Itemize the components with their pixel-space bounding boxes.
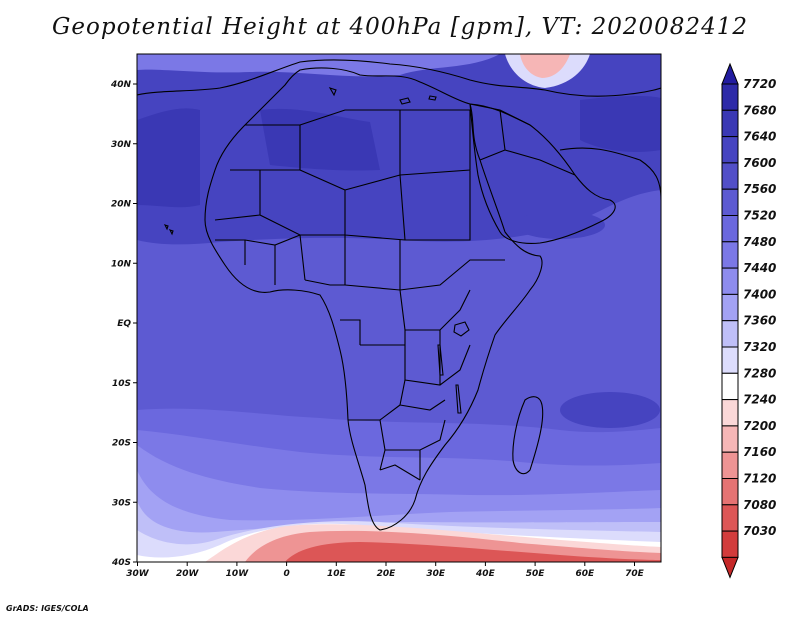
height-field-band-10 <box>285 542 661 562</box>
x-tick-label: 10E <box>327 569 347 579</box>
colorbar-label: 7160 <box>743 445 776 459</box>
lake-tanganyika <box>437 344 444 376</box>
plot-frame <box>136 53 662 563</box>
colorbar-segment <box>721 504 739 532</box>
borders-north-africa <box>230 109 471 241</box>
colorbar-segment <box>721 530 739 558</box>
colorbar-segment <box>721 346 739 374</box>
x-tick-label: 0 <box>283 569 289 579</box>
cape-verde-islands <box>163 224 174 236</box>
borders-southern-africa <box>348 379 446 481</box>
colorbar-label: 7400 <box>743 287 776 301</box>
colorbar-label: 7080 <box>743 498 776 512</box>
lake-malawi <box>455 384 462 414</box>
height-field-north-low <box>137 54 500 77</box>
colorbar-segment <box>721 188 739 216</box>
plot-area <box>137 54 661 562</box>
colorbar-segment <box>721 372 739 401</box>
colorbar-segment <box>721 451 739 480</box>
colorbar-segment <box>721 136 739 164</box>
height-field-indian-ocean-high <box>560 392 660 428</box>
europe-coastline <box>137 59 661 97</box>
y-tick-label: 10N <box>111 259 132 269</box>
colorbar-label: 7120 <box>743 472 776 486</box>
mediterranean-islands <box>328 87 437 105</box>
colorbar-label: 7440 <box>743 261 776 275</box>
y-tick-label: 10S <box>112 379 131 389</box>
colorbar-bottom-arrow <box>721 556 739 579</box>
borders-middle-east <box>469 103 576 176</box>
colorbar-segment <box>721 162 739 190</box>
colorbar-segment <box>721 293 739 322</box>
colorbar-segment <box>721 425 739 453</box>
height-field-arabian-high <box>515 211 605 239</box>
height-field-north-high <box>137 95 661 208</box>
x-tick-label: 20W <box>176 569 200 579</box>
colorbar-segment <box>721 109 739 138</box>
height-field-caspian-low-core <box>520 54 570 78</box>
y-tick-label: EQ <box>117 319 131 329</box>
colorbar-label: 7280 <box>743 366 776 380</box>
x-tick-label: 10W <box>226 569 250 579</box>
colorbar-label: 7680 <box>743 103 776 117</box>
arabia-coastline <box>469 103 616 244</box>
colorbar-segment <box>721 83 739 111</box>
colorbar: 7720 7680 7640 7600 7560 7520 7480 7440 7400 7360… <box>721 62 776 579</box>
coastlines <box>137 59 661 531</box>
borders-central-africa <box>340 240 505 386</box>
colorbar-label: 7240 <box>743 393 776 407</box>
x-axis: 30W 20W 10W 0 10E 20E 30E 40E 50E 60E 70E <box>126 562 645 579</box>
colorbar-label: 7640 <box>743 130 776 144</box>
y-tick-label: 40N <box>110 80 132 90</box>
y-tick-label: 30N <box>111 140 132 150</box>
colorbar-label: 7720 <box>743 77 776 91</box>
colorbar-top-arrow <box>721 62 739 85</box>
lake-victoria <box>453 321 470 337</box>
colorbar-label: 7520 <box>743 209 776 223</box>
y-tick-label: 40S <box>111 558 131 568</box>
colorbar-segment <box>721 399 739 427</box>
persia-coastline <box>559 147 661 201</box>
x-tick-label: 30W <box>126 569 150 579</box>
x-tick-label: 20E <box>377 569 397 579</box>
x-tick-label: 40E <box>475 569 496 579</box>
colorbar-label: 7560 <box>743 182 776 196</box>
x-tick-label: 50E <box>526 569 546 579</box>
map-title: Geopotential Height at 400hPa [gpm], VT:… <box>52 14 748 40</box>
y-tick-label: 20S <box>112 439 131 449</box>
colorbar-label: 7200 <box>743 419 776 433</box>
colorbar-label: 7360 <box>743 314 776 328</box>
colorbar-segment <box>721 478 739 506</box>
y-tick-label: 20N <box>111 200 132 210</box>
borders-west-africa <box>214 214 346 286</box>
y-tick-label: 30S <box>112 498 131 508</box>
madagascar-coastline <box>512 396 544 475</box>
colorbar-segment <box>721 215 739 243</box>
x-tick-label: 30E <box>426 569 446 579</box>
colorbar-segment <box>721 267 739 295</box>
colorbar-label: 7030 <box>743 524 776 538</box>
colorbar-segment <box>721 241 739 269</box>
x-tick-label: 60E <box>575 569 595 579</box>
x-tick-label: 70E <box>625 569 645 579</box>
y-axis: 40N 30N 20N 10N EQ 10S 20S 30S 40S <box>110 80 137 568</box>
colorbar-label: 7600 <box>743 156 776 170</box>
colorbar-segment <box>721 320 739 348</box>
colorbar-label: 7480 <box>743 235 776 249</box>
grads-credit: GrADS: IGES/COLA <box>6 604 89 613</box>
colorbar-label: 7320 <box>743 340 776 354</box>
